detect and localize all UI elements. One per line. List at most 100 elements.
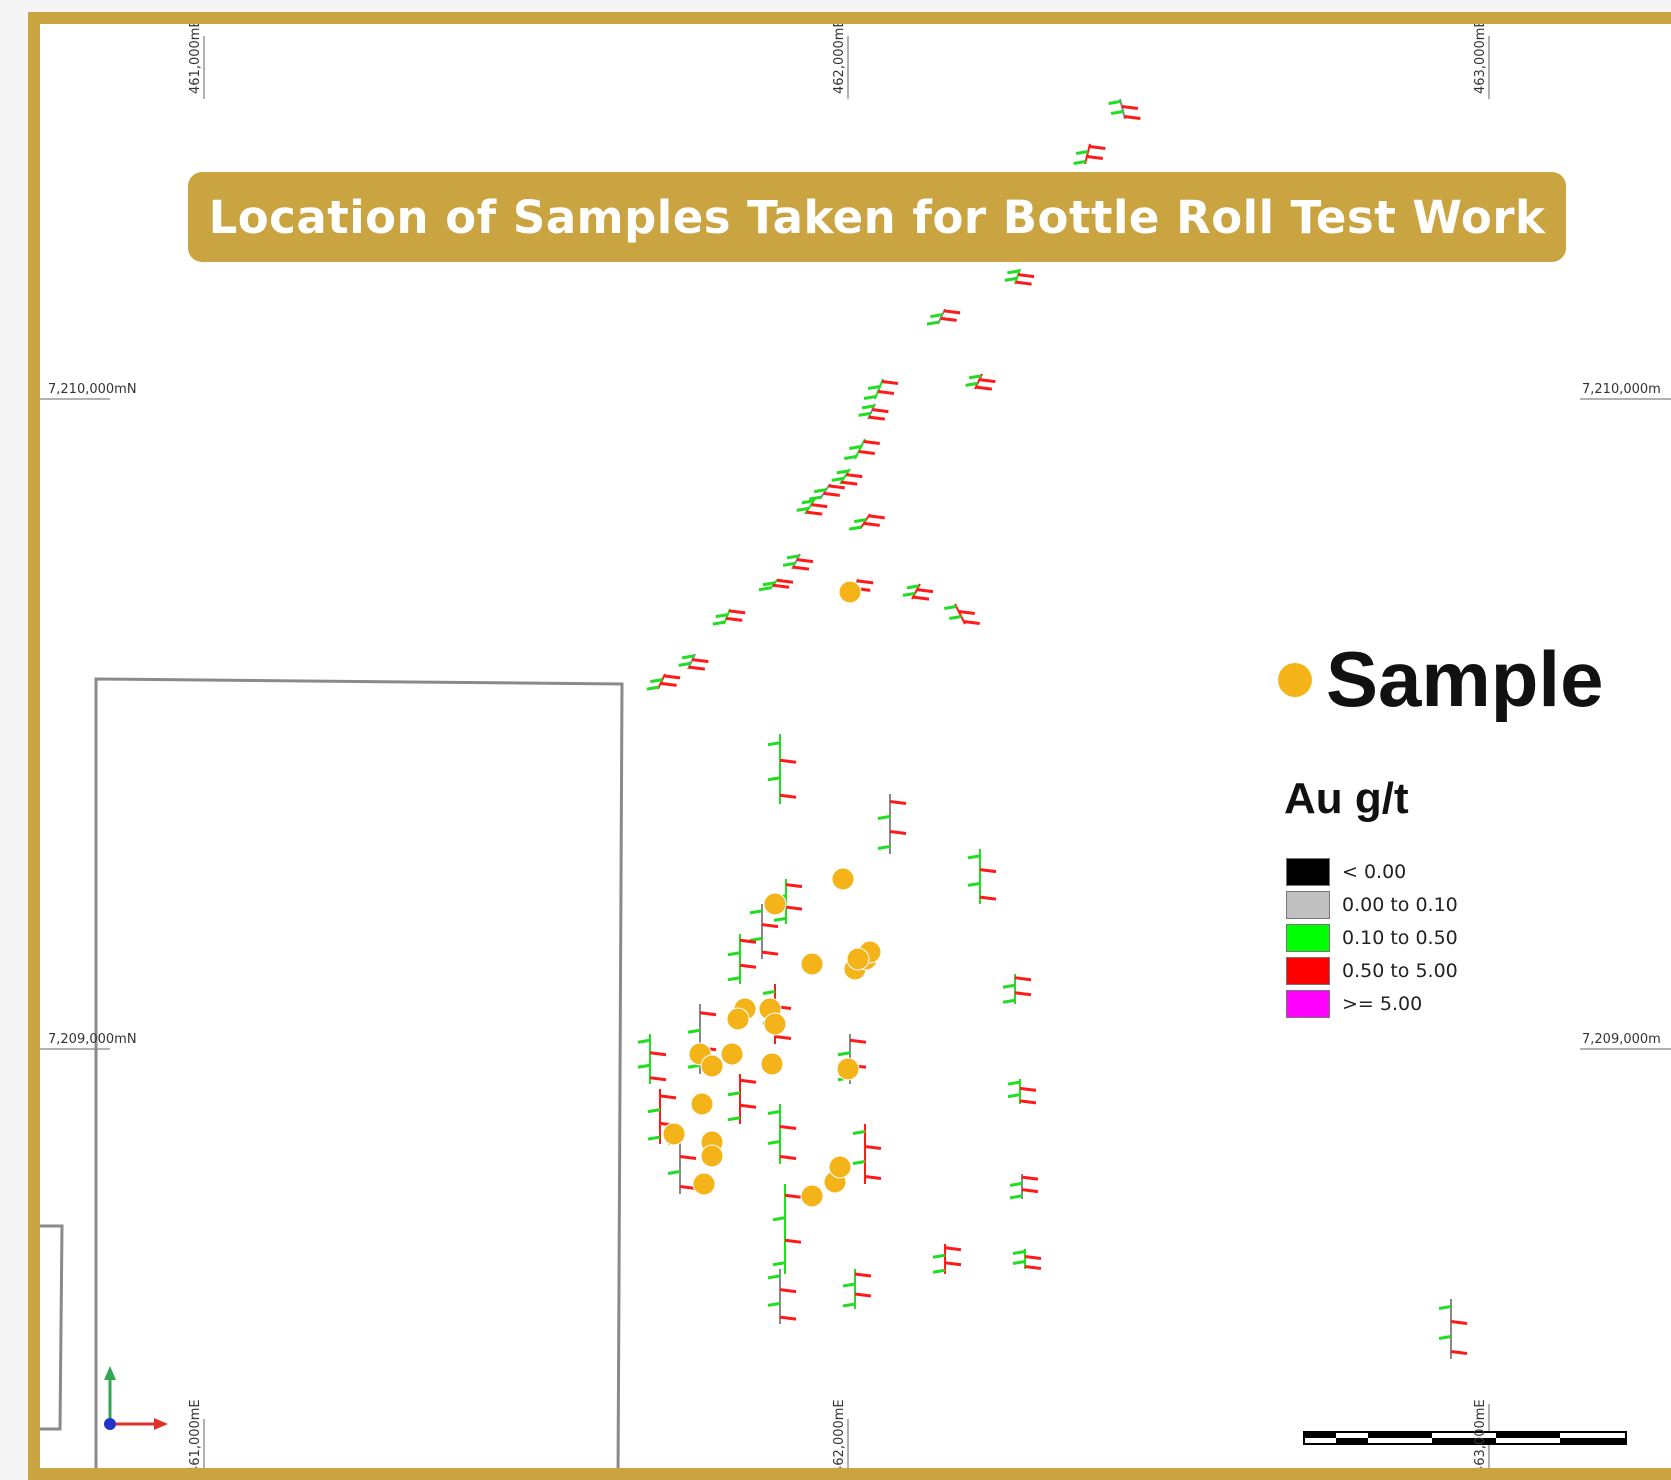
sample-point: [700, 1054, 724, 1078]
assay-interval: [784, 1193, 802, 1199]
map-frame: 461,000mE 462,000mE 463,000mE 461,000mE …: [28, 12, 1671, 1480]
assay-interval: [772, 1261, 786, 1267]
drill-trace: [954, 603, 966, 625]
sample-point: [763, 892, 787, 916]
sample-point: [763, 1012, 787, 1036]
map-title: Location of Samples Taken for Bottle Rol…: [208, 190, 1546, 244]
assay-interval: [779, 758, 797, 764]
assay-interval: [1002, 983, 1016, 989]
assay-interval: [692, 658, 709, 664]
assay-interval: [858, 411, 871, 417]
assay-interval: [1012, 1250, 1026, 1255]
northing-label-right-2: 7,209,000m: [1582, 1032, 1661, 1047]
northing-label-right-1: 7,210,000m: [1582, 382, 1661, 397]
assay-interval: [863, 395, 877, 400]
assay-interval: [779, 1315, 797, 1321]
assay-interval: [868, 415, 886, 421]
assay-interval: [854, 1292, 872, 1298]
assay-interval: [906, 584, 920, 590]
assay-interval: [854, 1272, 872, 1278]
legend-item-label: < 0.00: [1342, 861, 1407, 883]
assay-interval: [649, 1051, 667, 1057]
drill-trace: [859, 513, 871, 530]
assay-interval: [1121, 105, 1139, 110]
assay-interval: [877, 845, 891, 850]
assay-interval: [796, 506, 809, 512]
assay-interval: [1450, 1350, 1468, 1355]
assay-interval: [739, 1078, 757, 1084]
assay-interval: [828, 484, 845, 490]
legend-item-below-zero: < 0.00: [1286, 858, 1406, 886]
assay-interval: [773, 916, 787, 922]
assay-interval: [779, 1288, 797, 1294]
assay-interval: [1017, 273, 1035, 279]
scale-label: 300: [1546, 1472, 1575, 1480]
drill-trace: [1119, 98, 1126, 120]
title-banner: Location of Samples Taken for Bottle Rol…: [188, 172, 1566, 262]
assay-interval: [772, 583, 790, 589]
assay-interval: [857, 579, 874, 585]
assay-interval: [809, 495, 822, 501]
assay-interval: [864, 1175, 882, 1180]
assay-interval: [772, 1216, 786, 1222]
assay-interval: [902, 591, 916, 597]
assay-interval: [979, 895, 997, 901]
sample-point: [690, 1092, 714, 1116]
sample-point: [662, 1122, 686, 1146]
assay-interval: [949, 615, 962, 620]
assay-interval: [1009, 1194, 1023, 1200]
assay-interval: [727, 951, 741, 957]
drill-trace: [657, 673, 666, 690]
assay-interval: [761, 950, 779, 956]
legend-swatch: [1286, 990, 1330, 1018]
assay-interval: [846, 473, 863, 479]
assay-interval: [727, 1116, 741, 1122]
assay-interval: [852, 1160, 866, 1165]
assay-interval: [967, 881, 981, 887]
assay-interval: [1438, 1305, 1452, 1310]
assay-interval: [1108, 100, 1121, 105]
sample-point: [726, 1007, 750, 1031]
drill-trace: [723, 608, 731, 625]
assay-interval: [831, 476, 844, 482]
assay-interval: [944, 1261, 962, 1267]
assay-interval: [1021, 1175, 1039, 1181]
assay-interval: [767, 1301, 781, 1307]
legend-swatch: [1286, 858, 1330, 886]
assay-interval: [1004, 276, 1018, 282]
sample-point: [846, 947, 870, 971]
assay-interval: [889, 830, 907, 835]
assay-interval: [967, 854, 981, 860]
assay-interval: [688, 665, 706, 671]
assay-interval: [1024, 1265, 1042, 1270]
assay-interval: [1012, 1260, 1026, 1265]
assay-interval: [767, 1110, 781, 1115]
easting-label-top-3: 463,000mE: [1473, 19, 1488, 94]
assay-interval: [837, 1051, 851, 1057]
sample-point: [838, 580, 862, 604]
sample-points: [662, 580, 882, 1208]
assay-interval: [739, 963, 757, 969]
assay-interval: [852, 1130, 866, 1135]
assay-interval: [926, 320, 940, 326]
assay-interval: [667, 1170, 681, 1175]
assay-interval: [868, 514, 885, 520]
assay-interval: [943, 309, 961, 315]
assay-interval: [726, 616, 743, 622]
easting-label-bottom-2: 462,000mE: [832, 1399, 847, 1474]
assay-interval: [796, 558, 814, 564]
assay-interval: [877, 815, 891, 820]
assay-interval: [1024, 1255, 1042, 1260]
drill-trace: [1084, 143, 1091, 165]
assay-interval: [687, 1028, 701, 1034]
assay-interval: [867, 385, 881, 390]
easting-label-top-1: 461,000mE: [188, 19, 203, 94]
legend-title: Au g/t: [1284, 774, 1409, 823]
assay-interval: [779, 1155, 797, 1160]
assay-interval: [944, 1246, 962, 1252]
assay-interval: [762, 990, 776, 995]
assay-interval: [1009, 1181, 1023, 1187]
sample-point: [720, 1042, 744, 1066]
assay-interval: [1124, 115, 1141, 120]
assay-interval: [881, 380, 899, 385]
